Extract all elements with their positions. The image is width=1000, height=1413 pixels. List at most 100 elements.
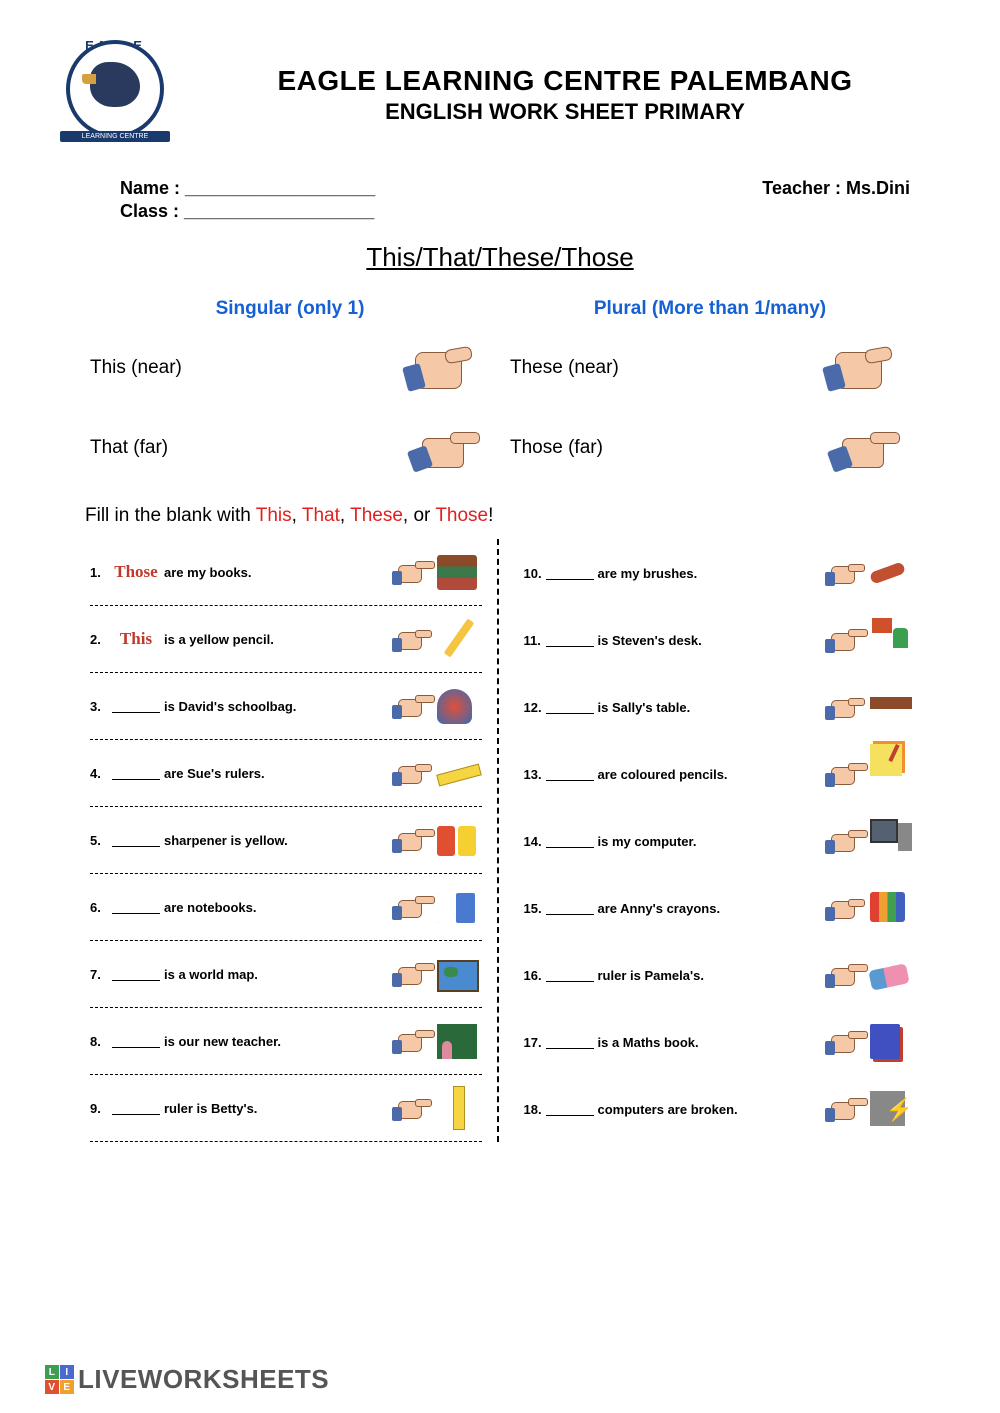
- computer-icon: [870, 819, 915, 864]
- item-text: sharpener is yellow.: [164, 833, 395, 848]
- exercise-item: 4.are Sue's rulers.: [90, 740, 482, 807]
- lesson-title: This/That/These/Those: [60, 242, 940, 273]
- item-icons: [395, 684, 482, 729]
- info-row: Name : ___________________ Class : _____…: [60, 178, 940, 224]
- exercise-item: 10.are my brushes.: [524, 539, 916, 606]
- info-left: Name : ___________________ Class : _____…: [120, 178, 375, 224]
- answer-blank[interactable]: [546, 768, 594, 781]
- hand-far-icon: [395, 1026, 433, 1056]
- name-field[interactable]: Name : ___________________: [120, 178, 375, 199]
- item-number: 4.: [90, 766, 112, 781]
- ruler2-icon: [437, 1086, 482, 1131]
- exercise-item: 14.is my computer.: [524, 807, 916, 874]
- eraser-icon: [870, 953, 915, 998]
- item-number: 6.: [90, 900, 112, 915]
- item-number: 2.: [90, 632, 112, 647]
- item-text: are Anny's crayons.: [598, 901, 829, 916]
- exercise-item: 3.is David's schoolbag.: [90, 673, 482, 740]
- logo-circle: [66, 40, 164, 138]
- item-icons: [395, 550, 482, 595]
- class-field[interactable]: Class : ___________________: [120, 201, 375, 222]
- item-icons: [828, 752, 915, 797]
- item-text: are notebooks.: [164, 900, 395, 915]
- instr-that: That: [302, 505, 340, 526]
- item-text: is our new teacher.: [164, 1034, 395, 1049]
- answer-blank[interactable]: [546, 1036, 594, 1049]
- item-icons: [395, 1086, 482, 1131]
- item-number: 3.: [90, 699, 112, 714]
- item-number: 17.: [524, 1035, 546, 1050]
- concept-grid: Singular (only 1) This (near) That (far)…: [60, 298, 940, 500]
- answer-blank[interactable]: [112, 1035, 160, 1048]
- item-text: are my brushes.: [598, 566, 829, 581]
- instr-pre: Fill in the blank with: [85, 505, 256, 526]
- item-number: 8.: [90, 1034, 112, 1049]
- item-icons: [828, 1087, 915, 1132]
- main-title: EAGLE LEARNING CENTRE PALEMBANG: [190, 65, 940, 97]
- hand-far-icon: [395, 557, 433, 587]
- hand-far-icon: [828, 759, 866, 789]
- singular-head: Singular (only 1): [80, 298, 500, 320]
- item-text: are my books.: [164, 565, 395, 580]
- logo-banner: LEARNING CENTRE: [60, 131, 170, 142]
- answer-blank[interactable]: [546, 1103, 594, 1116]
- instr-these: These: [350, 505, 403, 526]
- teacher-icon: [437, 1019, 482, 1064]
- hand-far-icon: [828, 960, 866, 990]
- those-row: Those (far): [500, 420, 920, 475]
- hand-near-icon: [395, 624, 433, 654]
- item-icons: [828, 618, 915, 663]
- hand-far-icon: [395, 691, 433, 721]
- hand-far-icon: [828, 826, 866, 856]
- that-label: That (far): [90, 437, 168, 459]
- answer-blank[interactable]: [546, 634, 594, 647]
- answer-blank[interactable]: [112, 968, 160, 981]
- hand-far-icon: [828, 1094, 866, 1124]
- these-row: These (near): [500, 340, 920, 395]
- item-text: are coloured pencils.: [598, 767, 829, 782]
- this-row: This (near): [80, 340, 500, 395]
- hand-near-icon: [828, 893, 866, 923]
- these-label: These (near): [510, 357, 619, 379]
- answer-blank[interactable]: [112, 834, 160, 847]
- answer-blank[interactable]: [546, 835, 594, 848]
- exercise-item: 16. ruler is Pamela's.: [524, 941, 916, 1008]
- hand-near-icon: [830, 340, 900, 395]
- titles: EAGLE LEARNING CENTRE PALEMBANG ENGLISH …: [190, 65, 940, 125]
- sharpener-icon: [437, 818, 482, 863]
- worldmap-icon: [437, 952, 482, 997]
- item-icons: [395, 751, 482, 796]
- answer-blank[interactable]: [112, 700, 160, 713]
- answer-blank[interactable]: [546, 701, 594, 714]
- those-label: Those (far): [510, 437, 603, 459]
- that-row: That (far): [80, 420, 500, 475]
- header: EAGLE LEARNING CENTRE EAGLE LEARNING CEN…: [60, 40, 940, 150]
- exercise-item: 2.Thisis a yellow pencil.: [90, 606, 482, 673]
- eagle-icon: [90, 62, 140, 107]
- bag-icon: [437, 684, 482, 729]
- answer-blank[interactable]: [546, 902, 594, 915]
- item-text: ruler is Pamela's.: [598, 968, 829, 983]
- answer-blank[interactable]: [112, 1102, 160, 1115]
- hand-near-icon: [395, 1093, 433, 1123]
- answer-blank[interactable]: [112, 901, 160, 914]
- hand-near-icon: [828, 558, 866, 588]
- table-icon: [870, 685, 915, 730]
- answer-blank[interactable]: [546, 567, 594, 580]
- item-number: 16.: [524, 968, 546, 983]
- item-number: 12.: [524, 700, 546, 715]
- pencils-icon: [870, 752, 915, 797]
- answer-blank[interactable]: [546, 969, 594, 982]
- logo: EAGLE LEARNING CENTRE: [60, 40, 170, 150]
- exercise-item: 13.are coloured pencils.: [524, 740, 916, 807]
- item-text: is my computer.: [598, 834, 829, 849]
- instr-those: Those: [435, 505, 488, 526]
- footer-text: LIVEWORKSHEETS: [78, 1364, 329, 1395]
- hand-far-icon: [828, 625, 866, 655]
- item-number: 7.: [90, 967, 112, 982]
- teacher-label: Teacher : Ms.Dini: [762, 178, 910, 224]
- exercise-item: 18.computers are broken.: [524, 1075, 916, 1142]
- answer-blank[interactable]: [112, 767, 160, 780]
- worksheet-page: EAGLE LEARNING CENTRE EAGLE LEARNING CEN…: [0, 0, 1000, 1413]
- plural-head: Plural (More than 1/many): [500, 298, 920, 320]
